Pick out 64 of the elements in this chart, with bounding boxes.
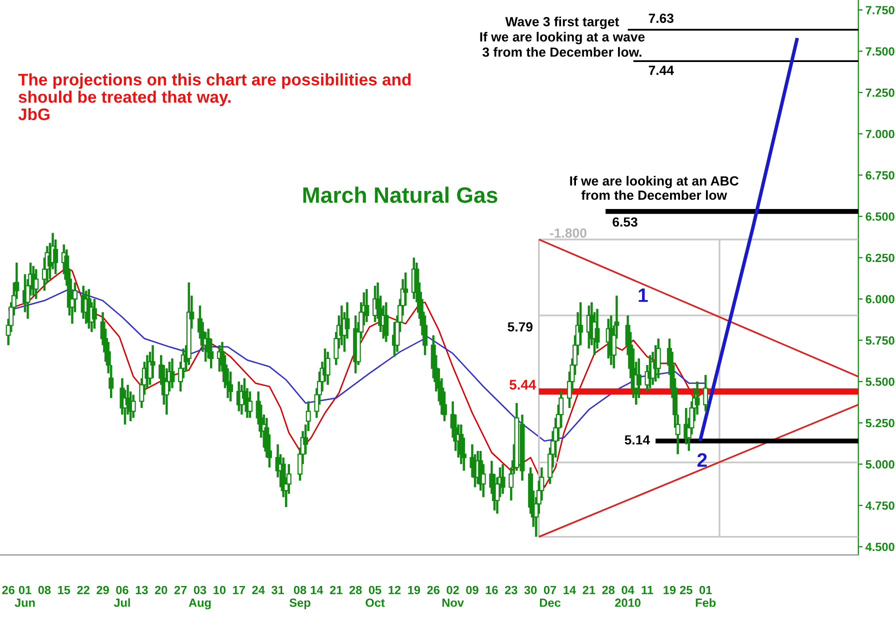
annotation: 1 — [638, 288, 648, 302]
x-tick-label: 14 — [310, 586, 324, 594]
x-tick-label: 09 — [466, 586, 478, 594]
x-tick-label: 21 — [582, 586, 596, 594]
y-tick-label: 5.000 — [866, 460, 894, 469]
x-tick-label: 23 — [504, 586, 518, 594]
x-tick-label: 17 — [233, 586, 245, 594]
x-tick-label: 13 — [136, 586, 148, 594]
annotation: The projections on this chart are possibilities and should be treated that way. JbG — [18, 73, 411, 120]
annotation: 2 — [697, 453, 707, 467]
x-tick-label: 20 — [154, 586, 168, 594]
text: March Natural Gas — [303, 186, 498, 203]
x-tick-label: 01 Feb — [696, 586, 716, 607]
annotation: 5.14 — [624, 435, 650, 445]
y-tick-label: 7.750 — [866, 6, 894, 14]
x-tick-label: 10 — [214, 586, 226, 594]
y-tick-label: 7.500 — [866, 47, 894, 56]
x-tick-label: 28 — [349, 586, 362, 594]
y-tick-label: 7.000 — [866, 130, 894, 138]
x-tick-label: 01 Jun — [14, 586, 35, 607]
x-tick-label: 22 — [77, 586, 90, 594]
x-tick-label: 26 — [2, 586, 14, 594]
annotation: 7.44 — [648, 66, 674, 75]
x-tick-label: 12 — [388, 586, 401, 594]
x-tick-label: 31 — [271, 586, 284, 594]
x-tick-label: 24 — [252, 586, 265, 594]
x-tick-label: 14 — [564, 586, 576, 594]
x-tick-label: 07 Dec — [540, 586, 561, 607]
x-tick-label: 19 — [408, 586, 420, 594]
x-tick-label: 29 — [96, 586, 109, 594]
y-tick-label: 7.250 — [866, 88, 894, 97]
x-tick-label: 08 — [38, 586, 51, 594]
annotation: -1.800 — [550, 228, 586, 238]
x-tick-label: 16 — [486, 586, 498, 594]
x-tick-label: 04 2010 — [615, 586, 640, 607]
x-tick-label: 15 — [58, 586, 70, 594]
y-tick-label: 6.250 — [866, 254, 894, 262]
y-tick-label: 6.500 — [866, 212, 894, 221]
x-tick-label: 03 Aug — [188, 586, 211, 610]
y-tick-label: 5.500 — [866, 378, 894, 386]
y-tick-label: 4.500 — [865, 542, 894, 552]
x-tick-label: 25 — [680, 586, 692, 594]
x-tick-label: 11 — [642, 586, 654, 594]
x-tick-label: 21 — [330, 586, 342, 594]
x-tick-label: 06 Jul — [114, 586, 130, 607]
y-tick-label: 5.750 — [866, 336, 894, 345]
annotation: 7.63 — [648, 14, 674, 23]
x-tick-label: 02 Nov — [442, 586, 464, 607]
annotation: 5.44 — [510, 380, 536, 390]
annotation: If we are looking at an ABC from the December low — [570, 176, 739, 200]
x-tick-label: 05 Oct — [366, 586, 385, 607]
x-tick-label: 26 — [427, 586, 440, 594]
annotation: Wave 3 first target If we are looking at a wave 3 from the December low. — [480, 16, 645, 57]
annotation: 6.53 — [612, 217, 638, 227]
y-tick-label: 6.750 — [866, 171, 894, 180]
y-tick-label: 5.250 — [866, 418, 894, 428]
x-tick-label: 28 — [602, 586, 615, 594]
x-tick-label: 30 — [524, 586, 537, 594]
x-tick-label: 19 — [664, 586, 676, 594]
x-tick-label: 27 — [174, 586, 187, 594]
y-tick-label: 6.000 — [866, 294, 894, 304]
annotation: 5.79 — [508, 322, 533, 332]
x-tick-label: 08 Sep — [290, 586, 310, 610]
y-tick-label: 4.750 — [865, 501, 894, 510]
